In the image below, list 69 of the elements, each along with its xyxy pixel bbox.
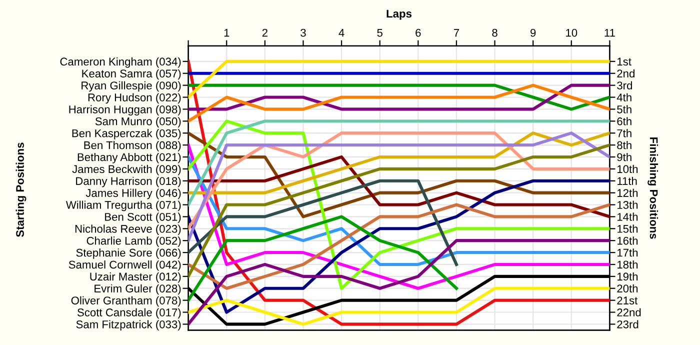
- y2-tick-label: 19th: [617, 272, 638, 281]
- y2-tick-label: 14th: [617, 212, 638, 221]
- text: Sam Fitzpatrick (033): [76, 320, 181, 331]
- line-series: [188, 132, 610, 194]
- y2-tick-label: 12th: [617, 188, 638, 197]
- y2-tick-label: 4th: [616, 93, 632, 102]
- x-tick-label: 3: [300, 28, 306, 37]
- y2-tick-label: 9th: [617, 152, 632, 162]
- y2-tick-label: 22nd: [617, 308, 641, 316]
- line-series: [188, 286, 610, 326]
- text: Sam Munro (050): [95, 117, 181, 128]
- line-series: [188, 155, 610, 218]
- y2-tick-label: 1st: [617, 58, 632, 66]
- text: Bethany Abbott (021): [78, 152, 181, 164]
- y2-axis-title: Finishing Positions: [648, 138, 658, 239]
- y2-tick-label: 23rd: [617, 320, 638, 328]
- y2-tick-label: 13th: [617, 200, 638, 209]
- y2-tick-label: 18th: [617, 260, 638, 269]
- y2-tick-label: 15th: [617, 224, 638, 233]
- x-tick-label: 8: [492, 28, 498, 37]
- x-tick-label: 5: [377, 28, 382, 37]
- line-series: [188, 215, 458, 302]
- y2-tick-label: 11th: [617, 176, 637, 185]
- text: Ben Thomson (088): [84, 141, 181, 152]
- text: James Beckwith (099): [72, 164, 181, 176]
- x-tick-label: 11: [604, 28, 615, 37]
- y2-tick-label: 2nd: [617, 69, 634, 78]
- text: Oliver Grantham (078): [71, 296, 181, 307]
- y2-tick-label: 3rd: [617, 81, 632, 90]
- y2-tick-label: 8th: [617, 141, 632, 150]
- x-tick-label: 4: [338, 28, 344, 37]
- text: Samuel Cornwell (042): [68, 260, 181, 271]
- y2-tick-label: 21st: [617, 296, 638, 304]
- line-series: [188, 239, 610, 326]
- x-tick-label: 2: [262, 28, 268, 37]
- text: Starting Positions: [16, 142, 26, 237]
- text: Nicholas Reeve (023): [75, 224, 181, 235]
- text: Danny Harrison (018): [76, 176, 181, 188]
- line-series: [188, 84, 610, 123]
- x-tick-label: 1: [224, 28, 230, 37]
- text: Uzair Master (012): [90, 272, 181, 283]
- text: Rory Hudson (022): [88, 93, 181, 104]
- text: Evrim Guler (028): [94, 284, 181, 295]
- x-tick-label: 10: [566, 28, 578, 37]
- y2-tick-label: 20th: [617, 284, 638, 292]
- text: Ryan Gillespie (090): [82, 81, 181, 92]
- x-tick-label: 9: [530, 28, 536, 37]
- y2-tick-label: 5th: [617, 105, 632, 114]
- x-tick-label: 7: [454, 28, 459, 37]
- line-series: [188, 203, 610, 290]
- x-tick-label: 6: [416, 28, 421, 37]
- y2-tick-label: 10th: [617, 164, 638, 174]
- y2-tick-label: 16th: [617, 236, 638, 245]
- y2-tick-label: 6th: [617, 117, 632, 126]
- text: Scott Cansdale (017): [77, 308, 181, 319]
- y2-tick-label: 17th: [617, 248, 638, 257]
- text: James Hillery (046): [86, 188, 181, 200]
- y2-tick-label: 7th: [617, 129, 632, 138]
- text: Stephanie Sore (066): [76, 248, 181, 259]
- text: Ben Kasperczak (035): [72, 129, 181, 140]
- line-series: [188, 179, 610, 314]
- text: William Tregurtha (071): [66, 200, 181, 212]
- text: Cameron Kingham (034): [60, 57, 181, 68]
- x-axis-title: Laps: [386, 10, 412, 20]
- line-series: [188, 179, 458, 266]
- text: Ben Scott (051): [105, 212, 181, 224]
- text: Keaton Samra (057): [82, 69, 181, 80]
- text: Charlie Lamb (052): [86, 236, 181, 247]
- text: Harrison Huggan (098): [69, 105, 181, 116]
